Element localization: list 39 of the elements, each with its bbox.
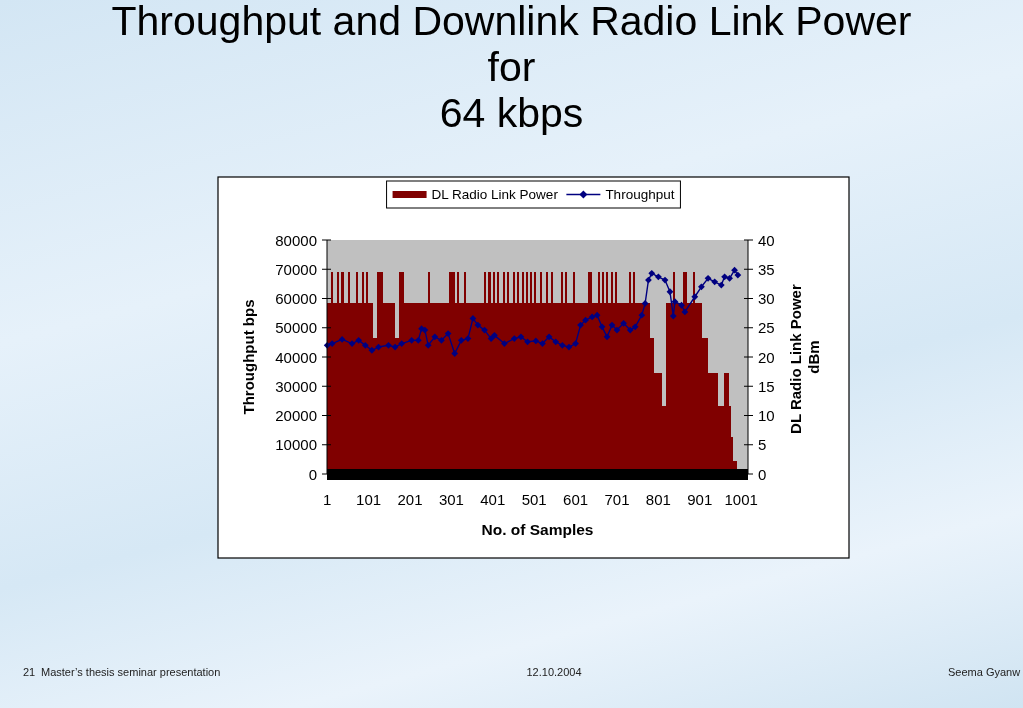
x-tick-label: 401 [480, 491, 506, 508]
x-tick-label: 901 [687, 491, 713, 508]
y-tick-label: 70000 [275, 260, 317, 278]
y2-tick-label: 40 [758, 231, 775, 249]
legend-label: DL Radio Link Power [431, 187, 559, 202]
x-tick-label: 501 [521, 491, 547, 508]
y-tick-label: 10000 [275, 436, 317, 454]
x-tick-label: 1001 [724, 491, 758, 508]
y-tick-label: 20000 [275, 407, 317, 424]
y2-tick-label: 25 [758, 319, 775, 337]
y-tick-label: 30000 [275, 377, 317, 395]
y-tick-label: 80000 [275, 231, 317, 249]
text: Seema Gyanw [948, 666, 1021, 678]
chart-title: Throughput and Downlink Radio Link Power for 64 kbps [111, 0, 912, 136]
x-tick-label: 101 [356, 491, 382, 508]
text: 12.10.2004 [526, 666, 582, 678]
text: Master’s thesis seminar presentation [41, 666, 221, 678]
y-tick-label: 40000 [275, 348, 317, 366]
x-axis-title: No. of Samples [481, 521, 594, 538]
x-tick-label: 801 [645, 491, 671, 508]
x-tick-label: 1 [323, 491, 332, 508]
legend-label: Throughput [605, 187, 675, 202]
x-tick-label: 701 [604, 491, 630, 508]
x-tick-label: 601 [563, 491, 589, 508]
y2-tick-label: 15 [758, 377, 775, 395]
y-tick-label: 60000 [275, 290, 317, 307]
y2-tick-label: 35 [758, 260, 775, 278]
x-tick-label: 201 [397, 491, 423, 508]
y2-tick-label: 30 [758, 290, 775, 307]
text: 21 [23, 666, 36, 678]
y2-tick-label: 10 [758, 407, 775, 424]
y2-tick-label: 0 [758, 465, 767, 483]
y-tick-label: 50000 [275, 319, 317, 337]
y2-tick-label: 5 [758, 436, 767, 454]
y2-tick-label: 20 [758, 348, 775, 366]
y-tick-label: 0 [308, 465, 317, 483]
y2-axis-title: DL Radio Link Power dBm [787, 280, 822, 434]
y-axis-title: Throughput bps [240, 299, 257, 415]
x-tick-label: 301 [438, 491, 464, 508]
